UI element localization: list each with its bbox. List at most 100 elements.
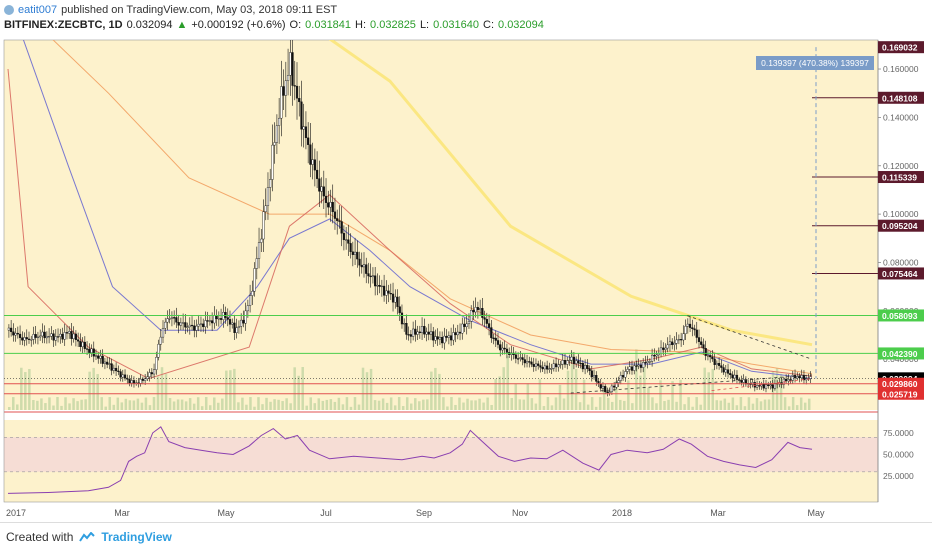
candle-body — [235, 327, 238, 333]
candle-body — [25, 337, 28, 340]
candle-body — [356, 251, 359, 260]
candle-body — [94, 355, 98, 357]
candle-body — [41, 331, 44, 337]
y-tick-label: 0.160000 — [883, 64, 919, 74]
volume-bar — [683, 404, 686, 410]
tradingview-brand-link[interactable]: TradingView — [101, 529, 172, 544]
candle-body — [300, 101, 303, 130]
volume-bar — [249, 397, 252, 410]
price-chart[interactable]: 0.139397 (470.38%) 139397 0.160000 0.14000… — [0, 34, 932, 522]
volume-bar — [675, 401, 678, 410]
volume-bar — [108, 397, 111, 410]
volume-bar — [779, 373, 783, 410]
candle-body — [197, 323, 200, 327]
volume-bar — [104, 406, 107, 410]
candle-body — [472, 310, 475, 313]
volume-bar — [72, 398, 75, 410]
candle-body — [521, 357, 524, 360]
candle-body — [461, 323, 464, 334]
volume-bar — [285, 398, 288, 410]
candle-body — [682, 333, 685, 341]
volume-bar — [329, 399, 333, 410]
candle-body — [798, 376, 801, 379]
username-link[interactable]: eatit007 — [18, 4, 58, 16]
candle-body — [159, 336, 162, 345]
price-tag-label: 0.115339 — [882, 173, 917, 183]
candle-body — [501, 347, 504, 351]
volume-bar — [723, 398, 727, 410]
candle-body — [152, 369, 156, 375]
candle-body — [621, 375, 625, 378]
candle-body — [286, 75, 290, 81]
candle-body — [144, 378, 147, 381]
volume-bar — [257, 397, 260, 410]
candle-body — [686, 323, 689, 327]
price-tag-label: 0.029860 — [882, 379, 918, 389]
candle-body — [101, 355, 104, 364]
volume-bar — [639, 375, 642, 410]
volume-bar — [84, 399, 87, 410]
candle-body — [360, 264, 363, 268]
candle-body — [112, 367, 115, 371]
candle-body — [253, 268, 256, 292]
volume-bar — [261, 404, 264, 410]
volume-bar — [482, 402, 485, 410]
candle-body — [452, 332, 455, 341]
candle-body — [733, 374, 736, 379]
volume-bar — [76, 401, 79, 410]
candle-body — [266, 187, 270, 206]
candle-body — [566, 360, 569, 365]
candle-body — [139, 378, 142, 384]
volume-bar — [401, 406, 405, 410]
candle-body — [273, 142, 276, 146]
volume-bar — [321, 400, 325, 410]
candle-body — [367, 273, 370, 277]
candle-body — [237, 326, 241, 328]
candle-body — [291, 52, 294, 86]
volume-bar — [711, 368, 714, 410]
volume-bar — [647, 387, 650, 410]
volume-bar — [140, 402, 144, 410]
candle-body — [141, 378, 144, 381]
candle-body — [396, 296, 399, 307]
price-tag-label: 0.148108 — [882, 93, 918, 103]
candle-body — [412, 328, 415, 337]
volume-bar — [24, 372, 27, 410]
rsi-band — [4, 437, 878, 472]
volume-bar — [64, 397, 67, 410]
candle-body — [391, 293, 395, 303]
candle-body — [7, 327, 10, 331]
volume-bar — [204, 397, 208, 410]
volume-bar — [518, 399, 522, 410]
candle-body — [519, 357, 522, 359]
volume-bar — [245, 404, 248, 410]
candle-body — [313, 159, 316, 171]
volume-bar — [253, 406, 256, 410]
volume-bar — [345, 397, 349, 410]
volume-bar — [88, 371, 91, 410]
candle-body — [552, 363, 555, 369]
volume-bar — [192, 403, 196, 410]
candle-body — [467, 320, 471, 325]
volume-bar — [695, 397, 698, 410]
volume-bar — [418, 401, 421, 410]
candle-body — [166, 318, 169, 323]
candle-body — [492, 337, 495, 339]
volume-bar — [357, 404, 361, 410]
volume-bar — [32, 400, 35, 410]
volume-bar — [36, 400, 39, 410]
candle-body — [677, 339, 680, 341]
candle-body — [427, 331, 430, 335]
candle-body — [548, 368, 551, 370]
candle-body — [85, 348, 89, 350]
volume-bar — [293, 367, 296, 410]
candle-body — [709, 355, 712, 358]
volume-bar — [490, 404, 493, 410]
candle-body — [476, 307, 479, 311]
volume-bar — [237, 402, 240, 410]
volume-bar — [405, 397, 409, 410]
candle-body — [454, 332, 457, 336]
moving-average-line-1 — [52, 40, 813, 375]
volume-bar — [619, 399, 622, 410]
volume-bar — [397, 397, 401, 410]
